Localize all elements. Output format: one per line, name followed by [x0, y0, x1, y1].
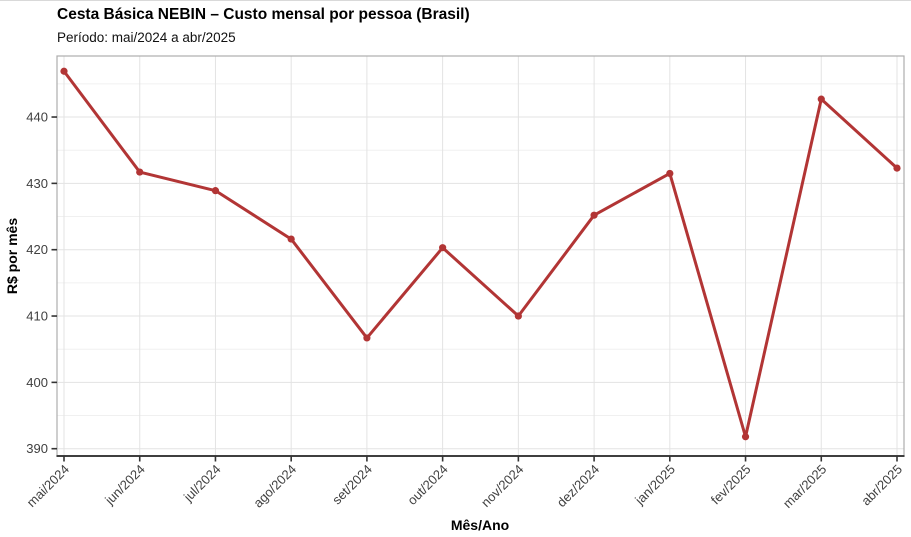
- data-point: [741, 433, 750, 441]
- chart-subtitle: Período: mai/2024 a abr/2025: [57, 30, 236, 45]
- x-tick-label: mai/2024: [24, 462, 72, 510]
- x-tick-label: out/2024: [404, 462, 450, 508]
- x-tick-label: abr/2025: [858, 462, 905, 509]
- x-tick-label: fev/2025: [708, 462, 754, 508]
- y-tick-label: 410: [26, 309, 48, 324]
- data-point: [514, 312, 522, 320]
- x-tick-label: dez/2024: [554, 462, 602, 510]
- data-point: [60, 67, 68, 75]
- x-tick-label: nov/2024: [478, 462, 526, 510]
- data-point: [136, 168, 144, 176]
- y-tick-label: 440: [26, 110, 48, 125]
- data-point: [590, 211, 598, 219]
- x-axis-title: Mês/Ano: [451, 517, 509, 533]
- grid-layer: [57, 56, 904, 456]
- data-point: [666, 169, 674, 178]
- y-tick-label: 420: [26, 242, 48, 257]
- x-tick-label: jul/2024: [180, 462, 224, 506]
- x-tick-label: set/2024: [329, 462, 375, 508]
- y-tick-label: 400: [26, 375, 48, 390]
- x-tick-label: mar/2025: [780, 462, 829, 511]
- data-point: [211, 187, 220, 195]
- data-point: [893, 164, 901, 172]
- x-tick-label: jan/2025: [631, 462, 678, 509]
- data-point: [439, 244, 447, 252]
- data-series-layer: [60, 67, 901, 441]
- data-point: [363, 334, 371, 342]
- x-tick-label: jun/2024: [101, 462, 148, 509]
- y-axis-title: R$ por mês: [4, 218, 20, 294]
- data-point: [817, 95, 825, 103]
- data-point: [287, 235, 295, 243]
- y-tick-label: 430: [26, 176, 48, 191]
- chart-title: Cesta Básica NEBIN – Custo mensal por pe…: [57, 6, 470, 23]
- panel-border: [56, 55, 905, 457]
- x-tick-label: ago/2024: [250, 462, 299, 511]
- panel-layer: [56, 55, 905, 457]
- data-line: [62, 69, 899, 439]
- y-tick-label: 390: [26, 441, 48, 456]
